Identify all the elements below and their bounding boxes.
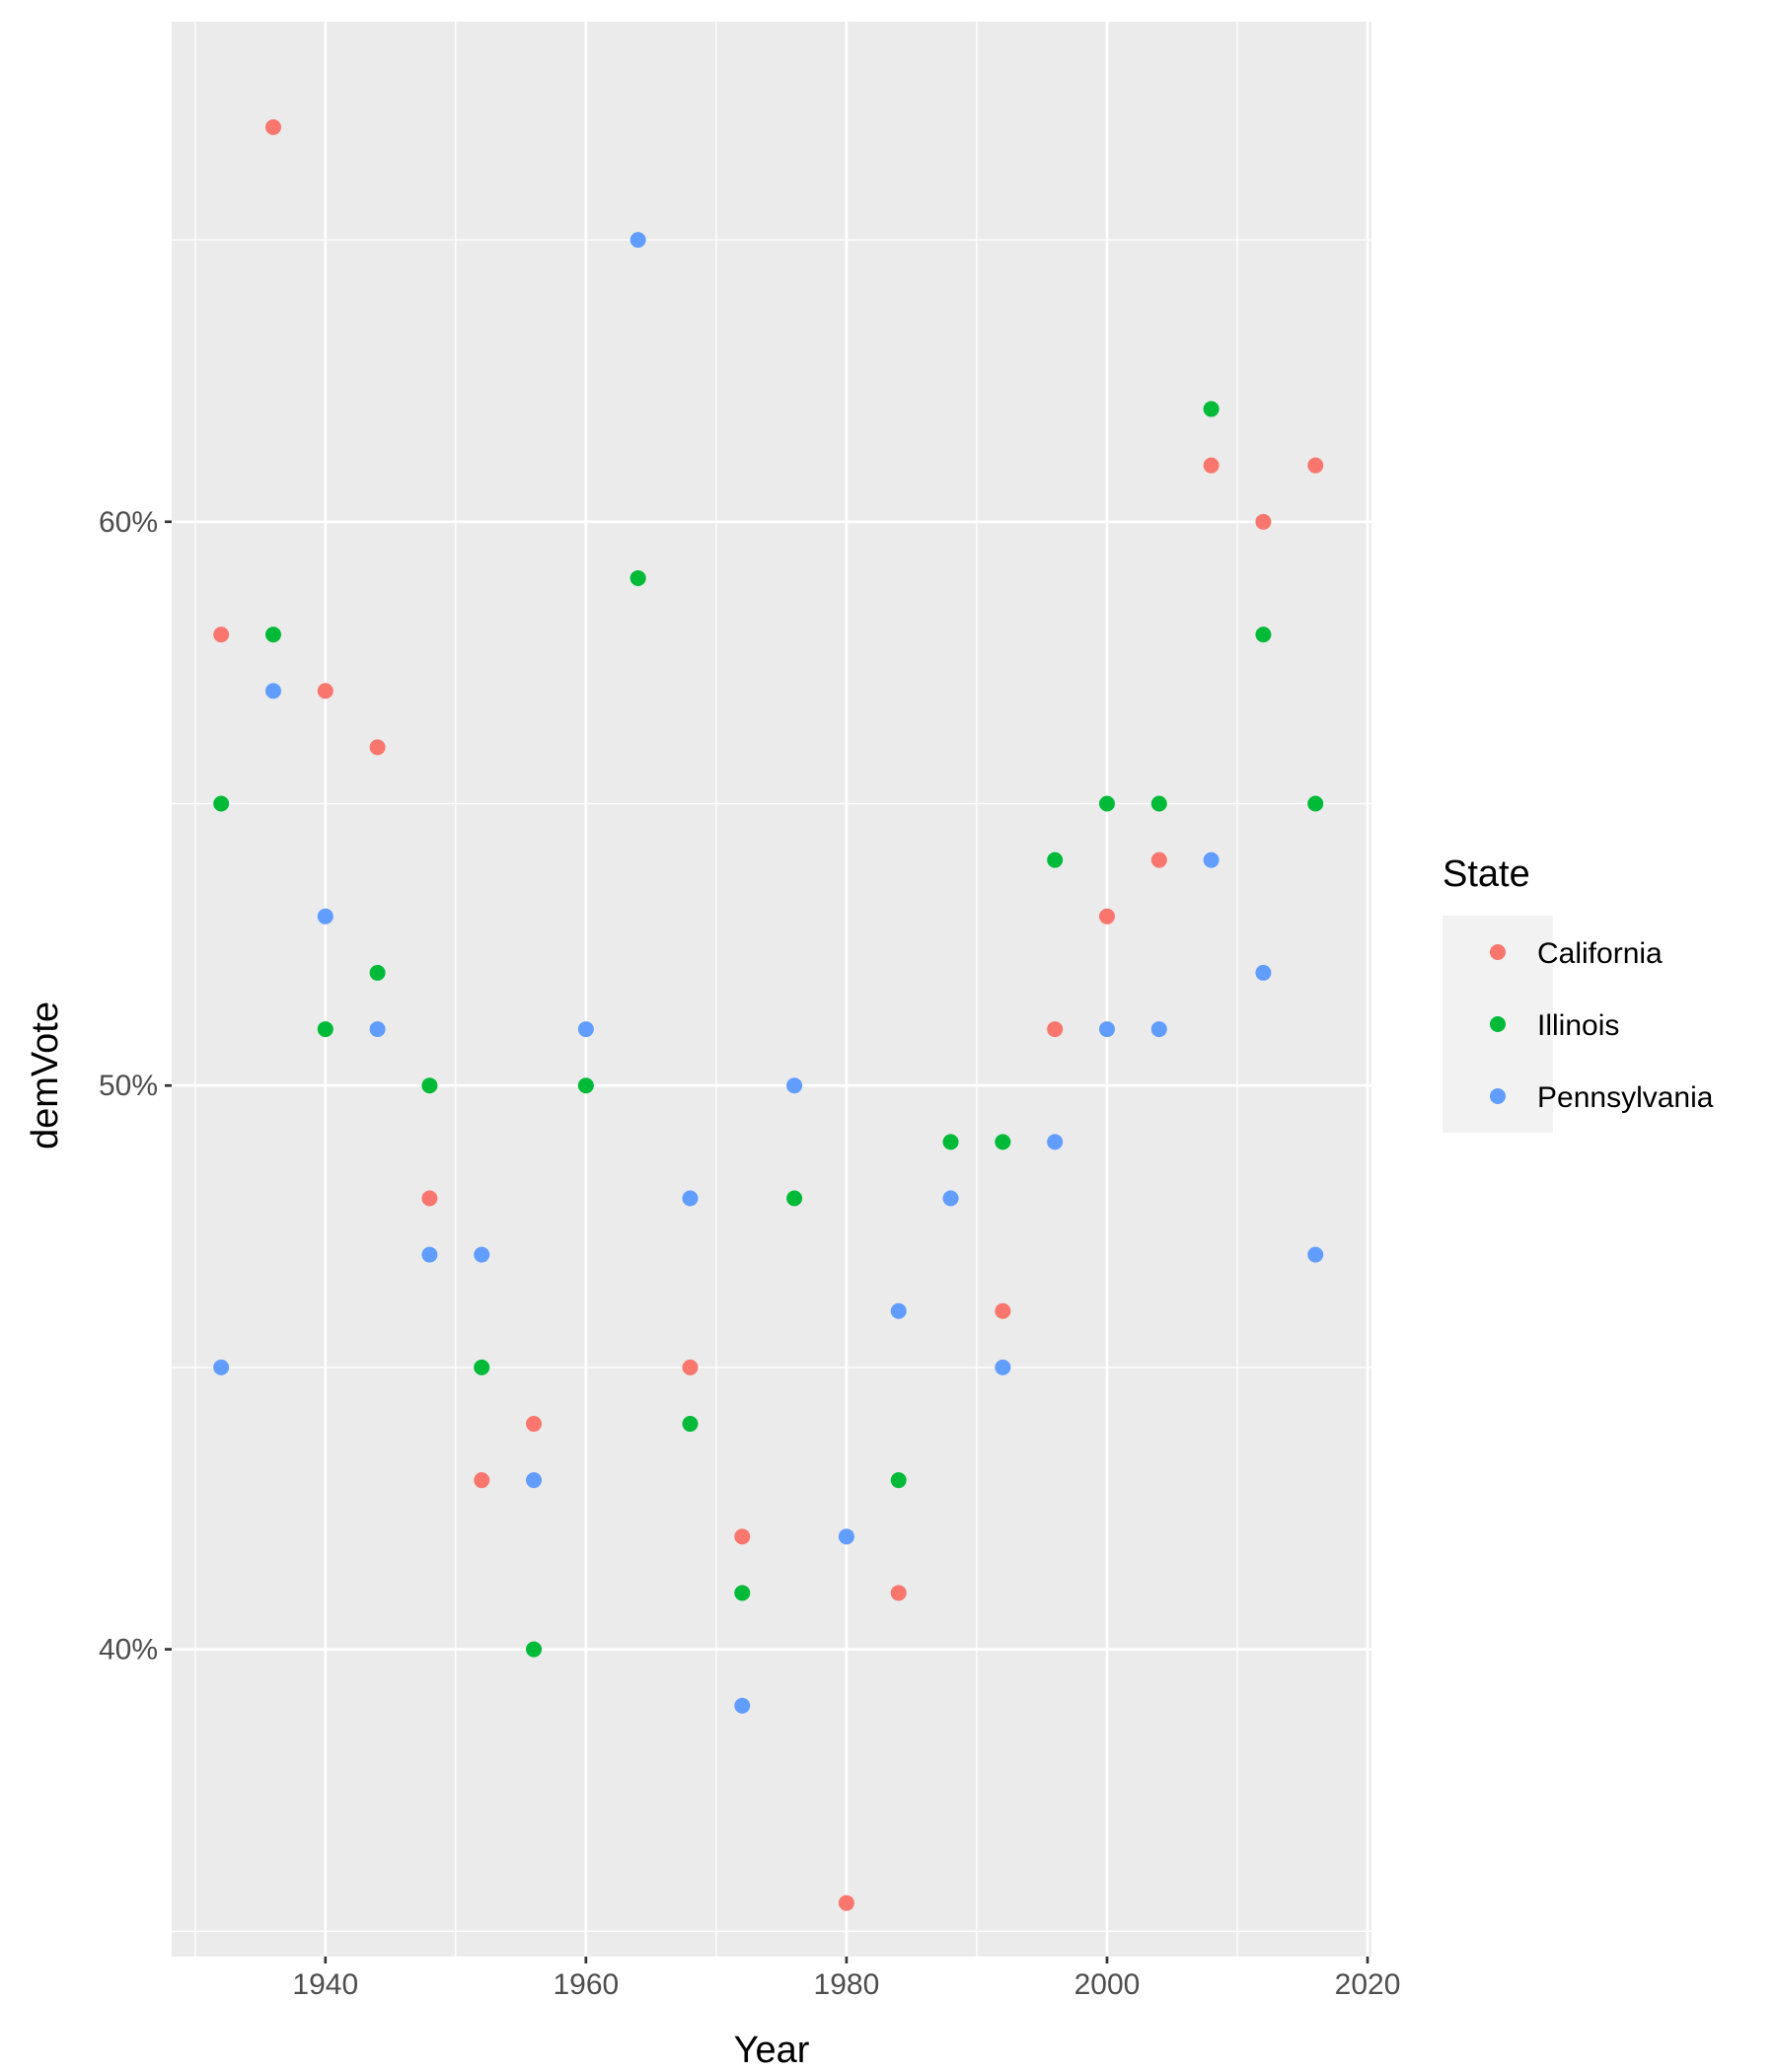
data-point [1307, 795, 1324, 812]
data-points [213, 118, 1324, 1911]
major-gridlines [172, 22, 1371, 1957]
data-point [890, 1585, 907, 1601]
data-point [734, 1585, 751, 1601]
data-point [942, 1134, 959, 1150]
data-point [1098, 908, 1115, 925]
data-point [682, 1190, 699, 1207]
data-point [734, 1528, 751, 1545]
data-point [838, 1528, 854, 1545]
data-point [890, 1302, 907, 1319]
legend-key-california [1490, 944, 1506, 960]
data-point [213, 627, 230, 643]
data-point [682, 1416, 699, 1433]
x-tick-label: 1980 [814, 1968, 880, 2001]
data-point [1150, 1021, 1167, 1038]
legend-label-pennsylvania: Pennsylvania [1537, 1081, 1714, 1114]
data-point [213, 795, 230, 812]
y-tick-label: 40% [99, 1634, 158, 1666]
data-point [1098, 1021, 1115, 1038]
legend-key-pennsylvania [1490, 1088, 1506, 1104]
data-point [369, 964, 386, 981]
data-point [786, 1077, 803, 1094]
data-point [526, 1416, 543, 1433]
legend-label-illinois: Illinois [1537, 1009, 1619, 1042]
data-point [421, 1246, 438, 1263]
data-point [264, 118, 281, 135]
data-point [1203, 457, 1220, 474]
data-point [1255, 627, 1272, 643]
data-point [1098, 795, 1115, 812]
data-point [995, 1302, 1011, 1319]
data-point [629, 569, 646, 586]
x-axis: 1940 1960 1980 2000 2020 [292, 1957, 1400, 2001]
data-point [526, 1641, 543, 1658]
data-point [1150, 795, 1167, 812]
data-point [682, 1359, 699, 1375]
data-point [1203, 851, 1220, 868]
data-point [995, 1134, 1011, 1150]
plot-panel [172, 22, 1371, 1957]
y-tick-label: 50% [99, 1070, 158, 1102]
data-point [942, 1190, 959, 1207]
legend-key-illinois [1490, 1016, 1506, 1032]
data-point [213, 1359, 230, 1375]
series-pennsylvania-points [213, 232, 1324, 1714]
data-point [890, 1472, 907, 1489]
y-axis: 40% 50% 60% [99, 506, 172, 1666]
data-point [369, 1021, 386, 1038]
data-point [577, 1021, 594, 1038]
data-point [474, 1359, 490, 1375]
legend-title: State [1443, 853, 1530, 895]
data-point [1203, 401, 1220, 417]
x-tick-label: 1960 [553, 1968, 619, 2001]
data-point [1047, 1134, 1064, 1150]
data-point [995, 1359, 1011, 1375]
data-point [577, 1077, 594, 1094]
x-tick-label: 2020 [1335, 1968, 1401, 2001]
data-point [1307, 457, 1324, 474]
data-point [629, 232, 646, 249]
legend: State California Illinois Pennsylvania [1443, 853, 1714, 1133]
x-axis-title: Year [734, 2030, 810, 2071]
data-point [421, 1190, 438, 1207]
data-point [786, 1190, 803, 1207]
data-point [264, 683, 281, 700]
data-point [1150, 851, 1167, 868]
data-point [317, 683, 333, 700]
data-point [838, 1894, 854, 1911]
series-illinois-points [213, 401, 1324, 1658]
data-point [526, 1472, 543, 1489]
data-point [474, 1246, 490, 1263]
data-point [1255, 513, 1272, 530]
legend-label-california: California [1537, 937, 1663, 970]
data-point [1255, 964, 1272, 981]
data-point [369, 739, 386, 756]
data-point [317, 908, 333, 925]
data-point [474, 1472, 490, 1489]
x-tick-label: 1940 [292, 1968, 358, 2001]
series-california-points [213, 118, 1324, 1911]
data-point [1047, 1021, 1064, 1038]
data-point [421, 1077, 438, 1094]
data-point [1047, 851, 1064, 868]
y-tick-label: 60% [99, 506, 158, 539]
minor-gridlines [172, 22, 1371, 1957]
data-point [734, 1697, 751, 1714]
data-point [264, 627, 281, 643]
x-tick-label: 2000 [1074, 1968, 1141, 2001]
data-point [317, 1021, 333, 1038]
data-point [1307, 1246, 1324, 1263]
y-axis-title: demVote [25, 1001, 66, 1149]
